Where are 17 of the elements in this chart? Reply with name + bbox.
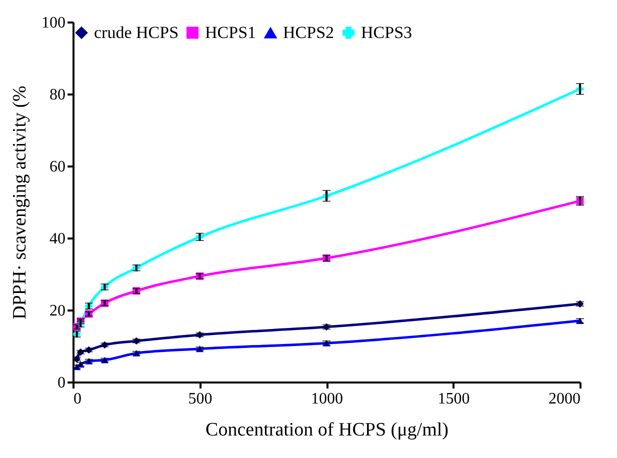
y-tick-label: 40 [50,230,66,248]
x-tick-label: 0 [74,390,82,408]
x-tick-label: 500 [188,390,212,408]
legend-label: crude HCPS [94,22,179,42]
y-tick-label: 60 [50,158,66,176]
legend-label: HCPS1 [205,22,256,42]
x-tick-label: 2000 [548,390,580,408]
x-axis-title: Concentration of HCPS (μg/ml) [206,420,448,440]
x-tick-label: 1500 [438,390,470,408]
y-tick-label: 20 [50,302,66,320]
x-tick-label: 1000 [311,390,343,408]
y-tick-label: 80 [50,86,66,104]
y-tick-label: 0 [58,374,66,392]
y-axis-title: DPPH· scavenging activity (% [10,85,30,320]
legend-label: HCPS3 [361,22,412,42]
y-tick-label: 100 [42,14,66,32]
legend-label: HCPS2 [283,23,334,42]
